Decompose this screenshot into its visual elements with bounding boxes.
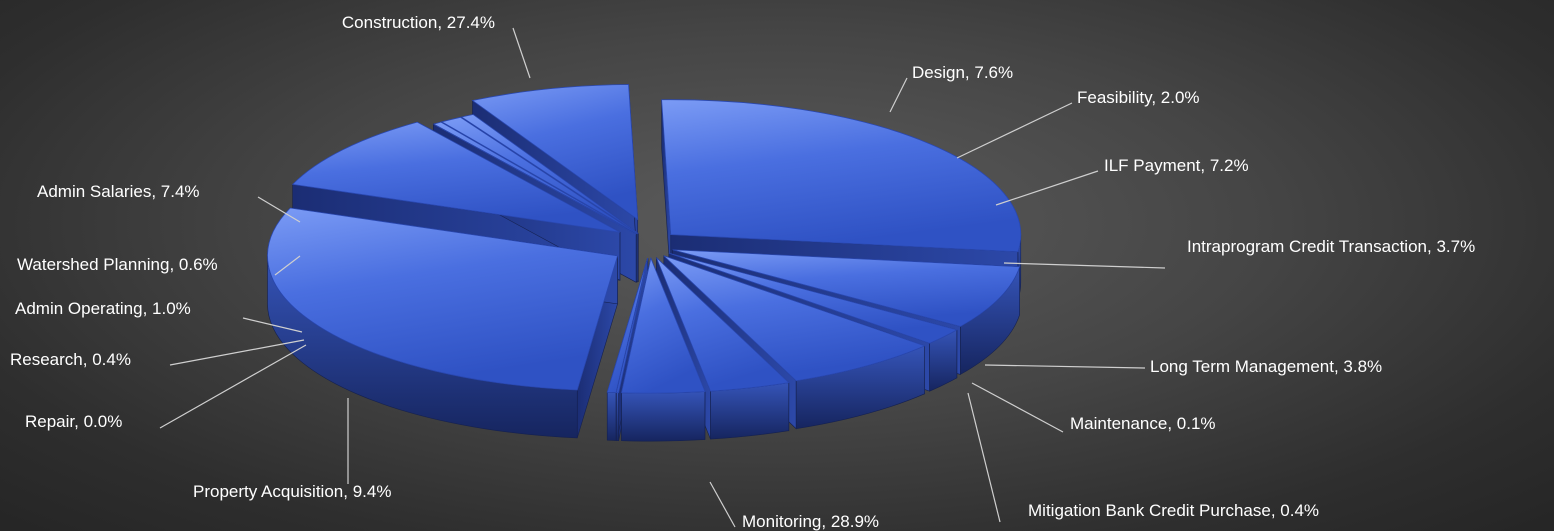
- slice-label: Construction, 27.4%: [342, 13, 495, 32]
- leader-line: [967, 392, 1001, 523]
- leader-line: [159, 344, 307, 429]
- slice-label: ILF Payment, 7.2%: [1104, 156, 1249, 175]
- slice-top: [661, 99, 1022, 253]
- pie-slice: [267, 207, 619, 439]
- slice-top: [615, 258, 649, 394]
- slice-label: Intraprogram Credit Transaction, 3.7%: [1187, 237, 1475, 256]
- slice-side: [621, 391, 706, 442]
- slice-label: Mitigation Bank Credit Purchase, 0.4%: [1028, 501, 1319, 520]
- slice-label: Watershed Planning, 0.6%: [17, 255, 218, 274]
- slice-label: Monitoring, 28.9%: [742, 512, 879, 531]
- slice-top: [267, 207, 619, 391]
- pie-slice: [621, 256, 706, 442]
- slice-label: Admin Salaries, 7.4%: [37, 182, 200, 201]
- leader-line: [274, 255, 301, 276]
- slice-top: [656, 257, 790, 392]
- slice-label: Property Acquisition, 9.4%: [193, 482, 391, 501]
- leader-line: [257, 196, 301, 223]
- slice-side: [710, 382, 790, 440]
- leader-line: [984, 364, 1146, 369]
- leader-line: [512, 27, 531, 79]
- pie-slices: [267, 84, 1022, 442]
- slice-label: Feasibility, 2.0%: [1077, 88, 1200, 107]
- leader-line: [956, 102, 1073, 159]
- slice-top: [440, 116, 638, 235]
- slice-label: Long Term Management, 3.8%: [1150, 357, 1382, 376]
- slice-top: [663, 255, 926, 382]
- slice-top: [621, 256, 706, 394]
- leader-line: [169, 339, 305, 366]
- leader-lines: [159, 27, 1166, 528]
- leader-line: [971, 382, 1064, 433]
- slice-top: [471, 84, 639, 221]
- slice-label: Design, 7.6%: [912, 63, 1013, 82]
- slice-top: [433, 123, 637, 235]
- slice-labels: Construction, 27.4% Design, 7.6% Feasibili…: [10, 13, 1475, 531]
- slice-side: [606, 391, 617, 441]
- leader-line: [995, 170, 1099, 206]
- slice-label: Admin Operating, 1.0%: [15, 299, 191, 318]
- slice-side: [616, 392, 619, 441]
- slice-top: [672, 249, 1021, 327]
- slice-top: [668, 252, 958, 344]
- slice-label: Repair, 0.0%: [25, 412, 122, 431]
- slice-top: [460, 114, 639, 234]
- slice-label: Maintenance, 0.1%: [1070, 414, 1216, 433]
- slice-label: Research, 0.4%: [10, 350, 131, 369]
- leader-line: [709, 481, 736, 528]
- slice-top: [291, 121, 621, 233]
- leader-line: [1003, 262, 1166, 269]
- leader-line: [889, 77, 908, 113]
- leader-line: [242, 317, 303, 333]
